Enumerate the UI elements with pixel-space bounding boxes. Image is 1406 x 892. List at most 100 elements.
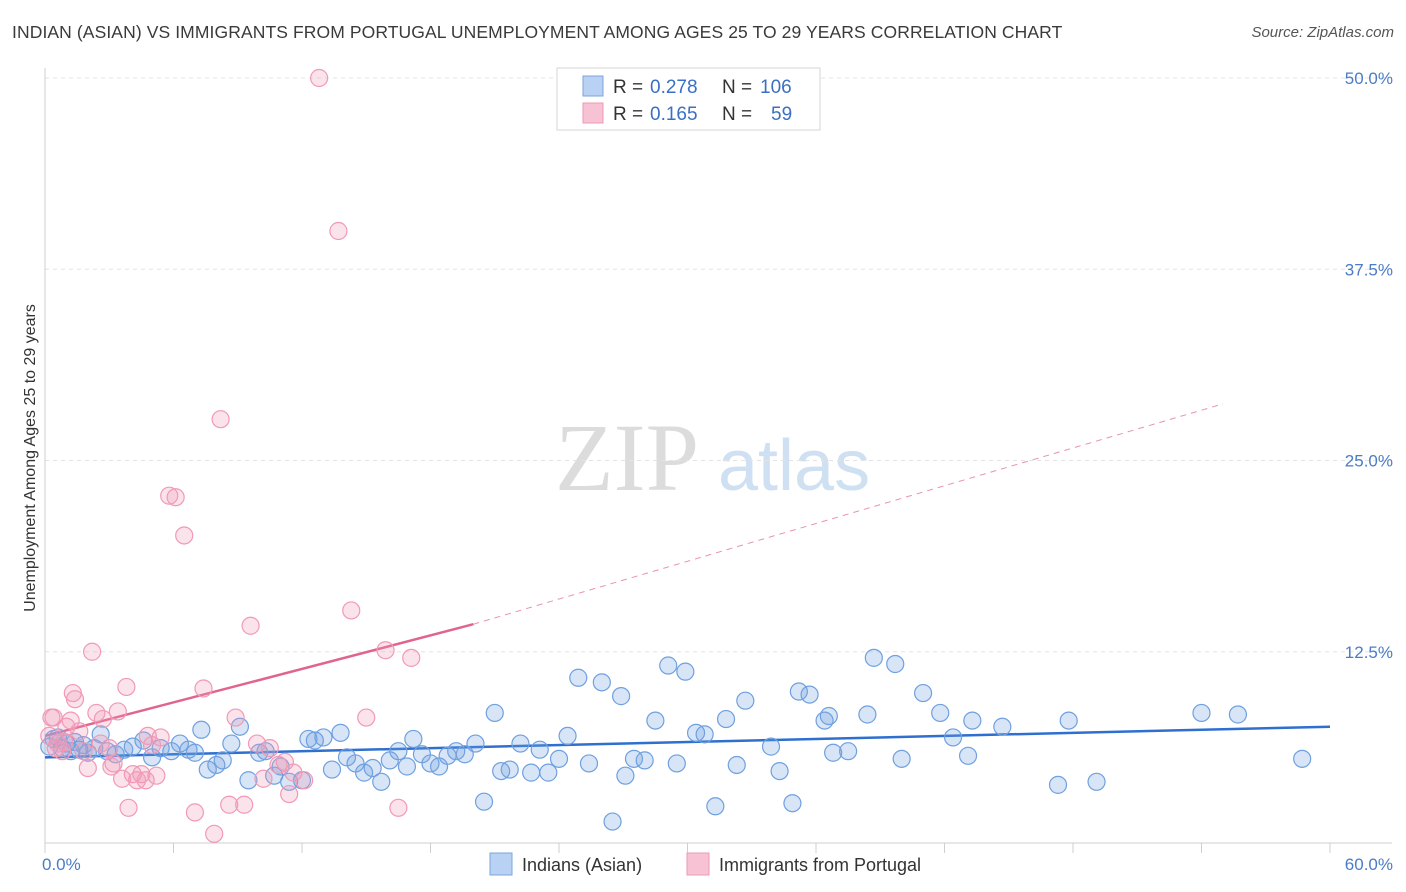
- trend-line-portugal: [44, 623, 474, 738]
- data-point: [824, 743, 843, 762]
- data-point: [592, 673, 611, 692]
- chart-title: INDIAN (ASIAN) VS IMMIGRANTS FROM PORTUG…: [12, 22, 1063, 42]
- data-point: [241, 616, 260, 635]
- data-point: [539, 763, 558, 782]
- data-point: [104, 754, 123, 773]
- data-point: [314, 728, 333, 747]
- data-point: [485, 703, 504, 723]
- data-points: [40, 68, 1312, 843]
- source-credit: Source: ZipAtlas.com: [1251, 24, 1394, 41]
- data-point: [329, 221, 348, 241]
- legend-r-value-2: 0.165: [650, 104, 698, 125]
- data-point: [108, 702, 127, 721]
- data-point: [235, 795, 254, 814]
- data-point: [117, 677, 136, 697]
- legend-r-label-2: R =: [613, 104, 643, 125]
- data-point: [522, 763, 541, 782]
- data-point: [280, 784, 299, 804]
- data-point: [299, 729, 318, 749]
- data-point: [761, 737, 781, 756]
- data-point: [83, 642, 102, 661]
- grid-lines: [45, 77, 1392, 653]
- data-point: [958, 746, 978, 765]
- data-point: [63, 683, 82, 703]
- data-point: [892, 749, 911, 768]
- data-point: [789, 682, 808, 701]
- tick-labels: 12.5% 25.0% 37.5% 50.0% 0.0% 60.0%: [42, 69, 1393, 874]
- data-point: [716, 709, 736, 729]
- data-point: [91, 734, 110, 753]
- data-point: [616, 766, 635, 785]
- data-point: [1048, 775, 1068, 794]
- data-point: [226, 708, 245, 727]
- data-point: [376, 641, 395, 660]
- data-point: [931, 703, 950, 723]
- data-point: [222, 734, 241, 753]
- data-point: [800, 685, 819, 704]
- axes: [44, 68, 1392, 853]
- data-point: [511, 734, 530, 753]
- y-axis-label: Unemployment Among Ages 25 to 29 years: [22, 304, 39, 612]
- data-point: [706, 797, 725, 816]
- data-point: [993, 717, 1012, 736]
- legend-n-label-2: N =: [722, 104, 752, 125]
- series-indians: [40, 648, 1312, 831]
- legend-swatch-portugal: [582, 102, 604, 124]
- y-tick-label: 50.0%: [1345, 69, 1393, 88]
- x-tick-label-min: 0.0%: [42, 855, 81, 874]
- data-point: [239, 771, 258, 790]
- data-point: [659, 656, 678, 675]
- data-point: [55, 732, 74, 752]
- data-point: [254, 769, 273, 788]
- trend-extension: [473, 403, 1224, 625]
- data-point: [160, 486, 179, 505]
- legend-n-value-1: 106: [760, 77, 792, 98]
- data-point: [913, 683, 933, 703]
- legend-n-label-1: N =: [722, 77, 752, 98]
- data-point: [372, 772, 391, 791]
- data-point: [123, 737, 142, 756]
- data-point: [230, 717, 249, 736]
- correlation-legend: R = 0.278 N = 106 R = 0.165 N = 59: [556, 67, 821, 131]
- series-portugal: [40, 68, 421, 843]
- data-point: [185, 743, 205, 762]
- data-point: [220, 795, 239, 814]
- data-point: [864, 648, 883, 667]
- data-point: [819, 706, 838, 726]
- data-point: [635, 751, 654, 770]
- data-point: [783, 794, 802, 813]
- data-point: [74, 742, 93, 761]
- data-point: [42, 708, 61, 727]
- data-point: [175, 526, 194, 545]
- bottom-legend-swatch-portugal: [686, 852, 710, 876]
- data-point: [839, 742, 858, 761]
- data-point: [136, 771, 155, 790]
- data-point: [213, 751, 232, 770]
- data-point: [78, 758, 97, 778]
- data-point: [858, 705, 877, 724]
- data-point: [331, 723, 350, 742]
- data-point: [322, 760, 342, 779]
- data-point: [112, 769, 132, 788]
- data-point: [1059, 711, 1078, 730]
- watermark-zip: ZIP: [555, 404, 699, 511]
- data-point: [260, 739, 279, 758]
- data-point: [603, 812, 622, 831]
- legend-n-value-2: 59: [771, 104, 792, 125]
- data-point: [166, 488, 185, 507]
- data-point: [1087, 772, 1106, 791]
- data-point: [70, 722, 89, 741]
- legend-swatch-indians: [582, 75, 604, 97]
- data-point: [646, 711, 665, 730]
- data-point: [404, 729, 423, 749]
- data-point: [1192, 703, 1211, 723]
- data-point: [530, 740, 549, 759]
- data-point: [1293, 749, 1312, 768]
- data-point: [363, 758, 382, 778]
- data-point: [342, 601, 361, 620]
- y-tick-label: 25.0%: [1345, 452, 1393, 471]
- data-point: [389, 798, 408, 817]
- bottom-legend-swatch-indians: [489, 852, 513, 876]
- data-point: [727, 755, 746, 775]
